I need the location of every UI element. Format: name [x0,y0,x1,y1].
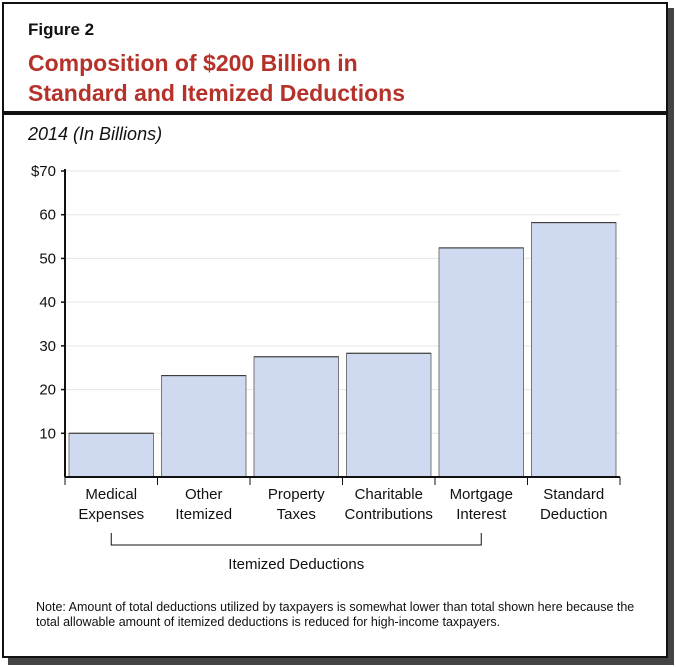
x-tick-label: Property [268,486,325,503]
bar-2 [253,356,339,478]
y-tick-label: 10 [39,425,56,442]
chart-title: Composition of $200 Billion in Standard … [28,48,405,108]
x-tick-label: Deduction [540,506,608,523]
x-tick-label: Charitable [355,486,423,503]
bracket-label: Itemized Deductions [228,556,364,573]
bracket [110,533,482,546]
y-tick-label: 30 [39,338,56,355]
y-tick-label: 40 [39,294,56,311]
title-line-1: Composition of $200 Billion in [28,50,358,76]
x-tick-label: Medical [85,486,137,503]
y-tick-label: 60 [39,207,56,224]
bar-1 [161,375,247,478]
bar-5 [531,222,617,478]
y-tick-label: $70 [31,163,56,180]
title-line-2: Standard and Itemized Deductions [28,80,405,106]
x-tick-label: Standard [543,486,604,503]
x-tick-label: Taxes [277,506,316,523]
bar-3 [346,352,432,478]
bar-4 [438,247,524,478]
bar-0 [68,432,154,478]
y-tick-label: 50 [39,250,56,267]
x-tick-label: Expenses [78,506,144,523]
chart-subtitle: 2014 (In Billions) [28,124,163,144]
x-tick-label: Other [185,486,223,503]
figure-label: Figure 2 [28,20,95,39]
x-tick-label: Mortgage [450,486,513,503]
chart-note: Note: Amount of total deductions utilize… [36,600,635,629]
header-rule [4,111,666,115]
y-tick-label: 20 [39,382,56,399]
x-tick-label: Itemized [175,506,232,523]
x-tick-label: Interest [456,506,507,523]
x-tick-label: Contributions [345,506,433,523]
